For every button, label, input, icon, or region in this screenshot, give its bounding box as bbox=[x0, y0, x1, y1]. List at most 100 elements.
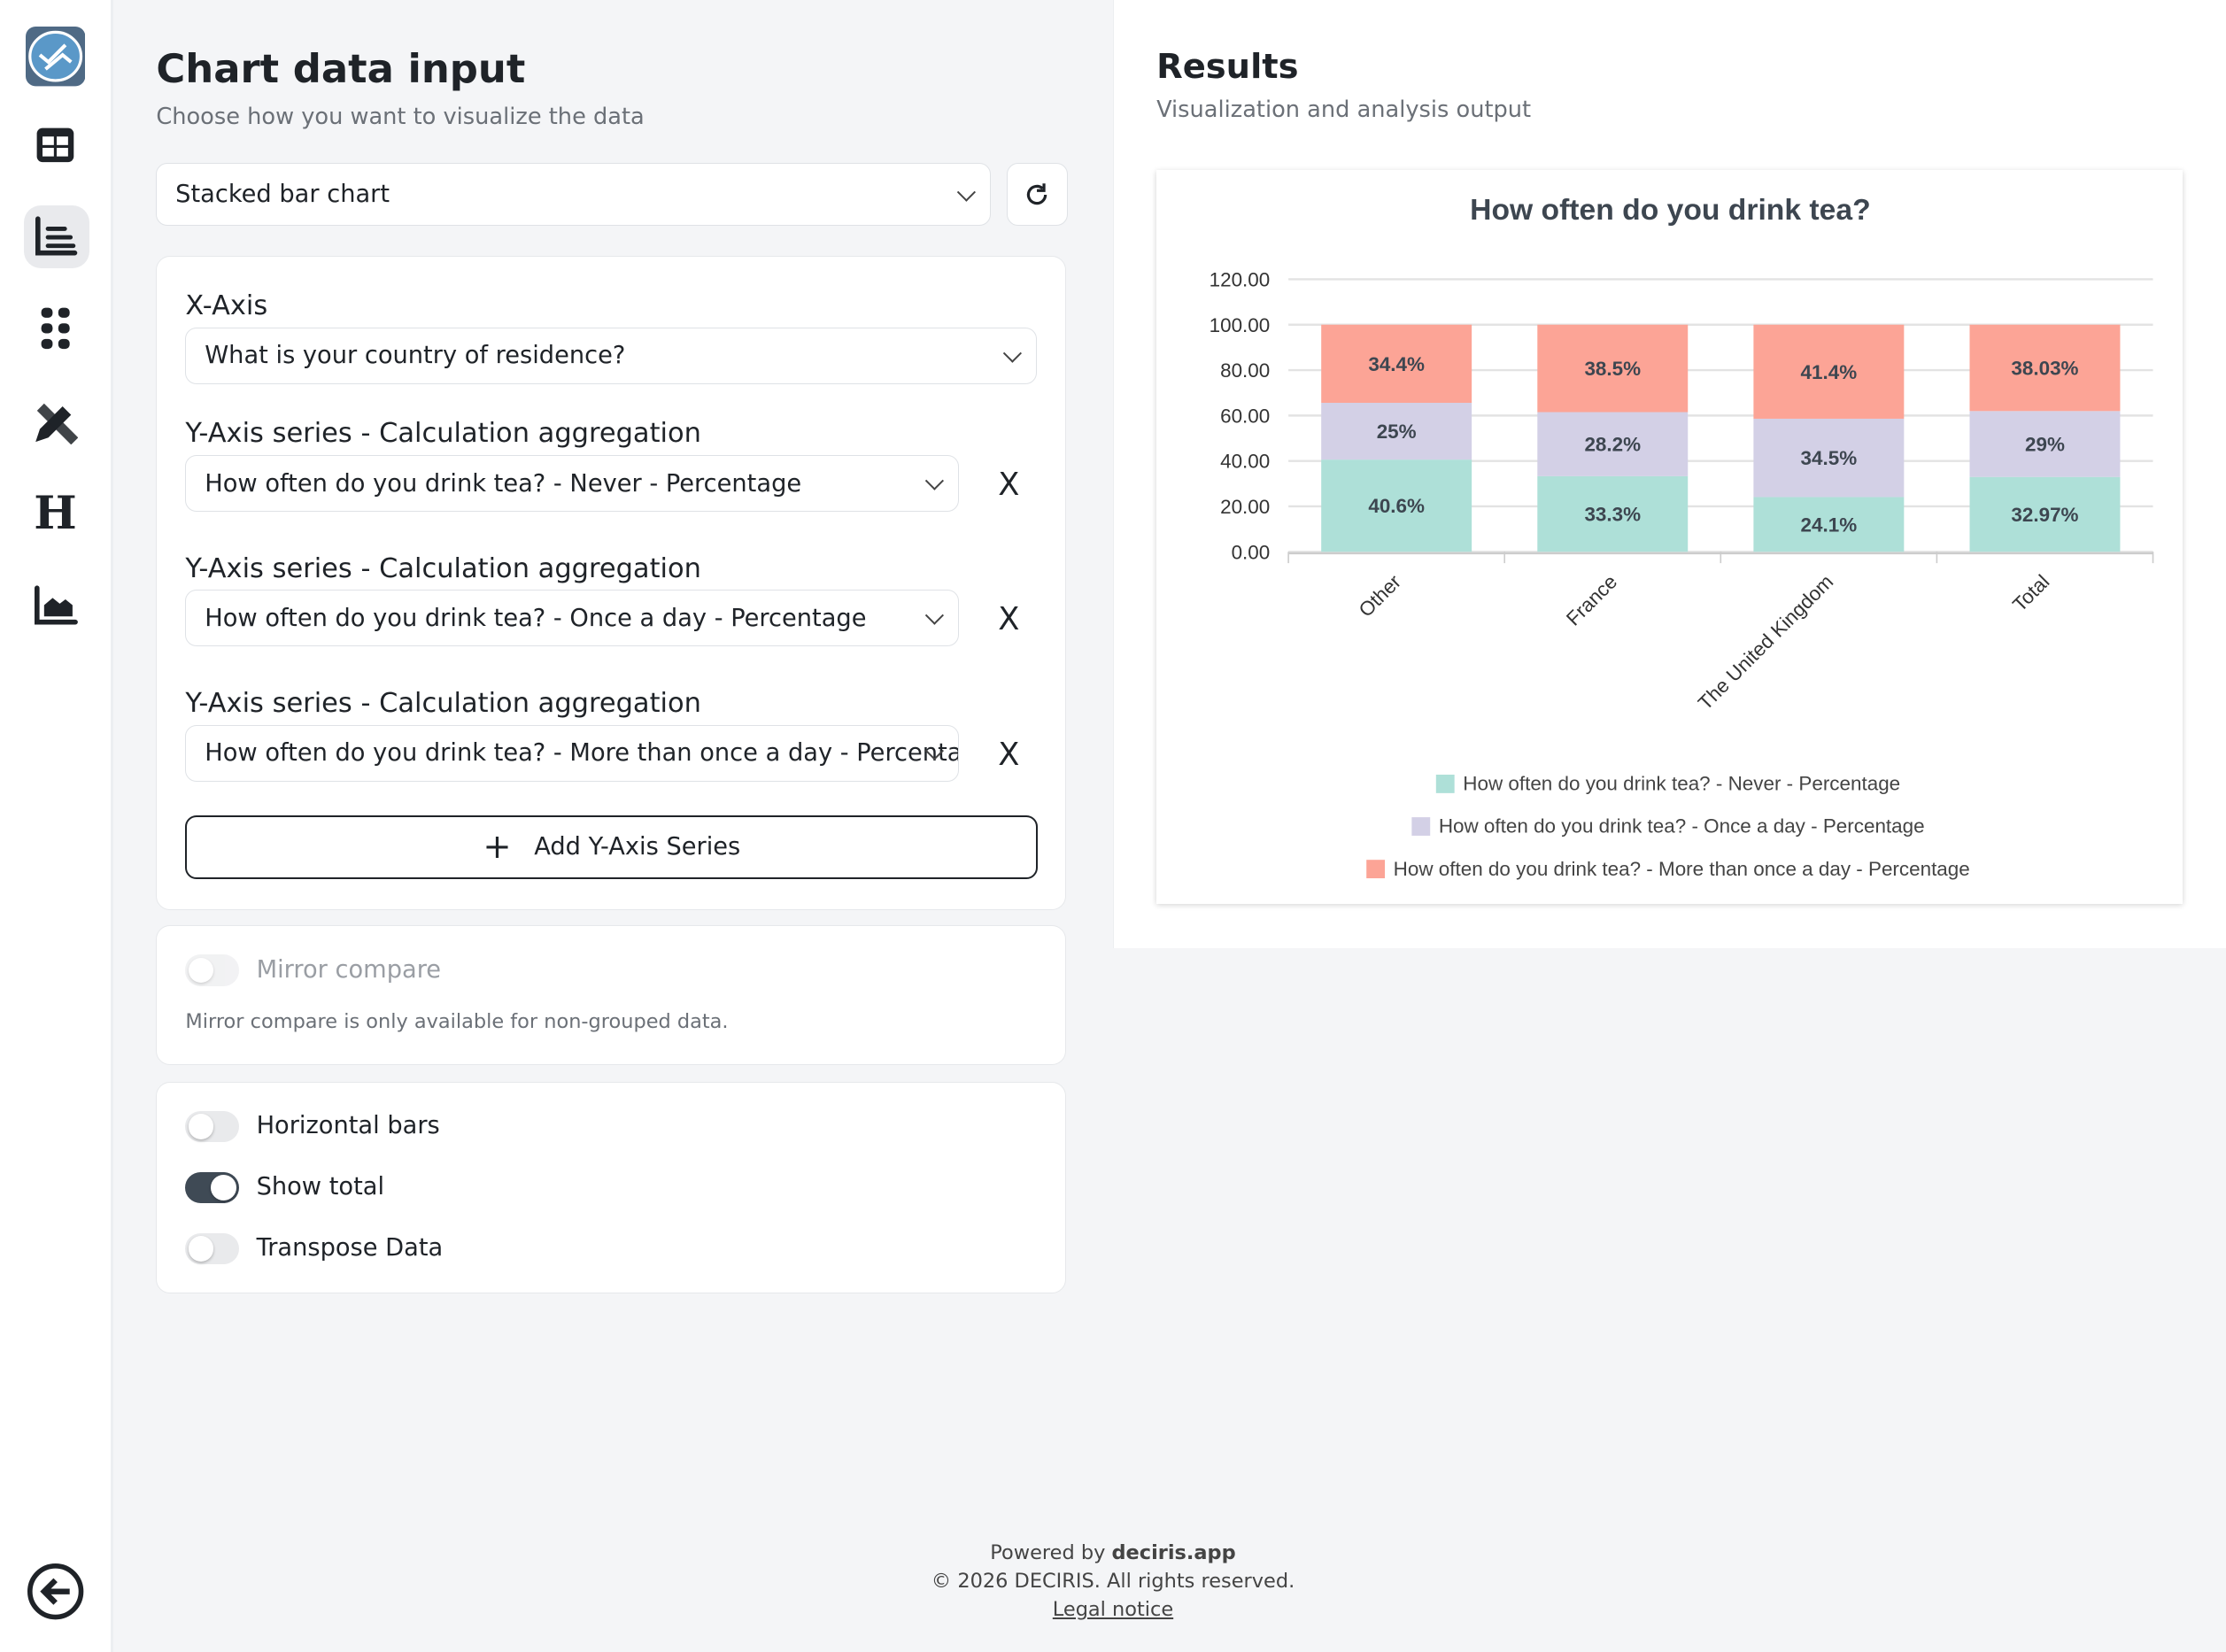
transpose-data-toggle[interactable] bbox=[185, 1232, 240, 1264]
powered-by: Powered by bbox=[990, 1540, 1112, 1564]
remove-series-button[interactable]: X bbox=[998, 601, 1020, 638]
bar-segment bbox=[1753, 497, 1905, 552]
y-tick-label: 120.00 bbox=[1210, 269, 1271, 291]
mirror-note: Mirror compare is only available for non… bbox=[185, 1009, 729, 1033]
data-label: 40.6% bbox=[1368, 496, 1425, 518]
legend-label: How often do you drink tea? - More than … bbox=[1394, 858, 1970, 880]
options-card: Horizontal bars Show total Transpose Dat… bbox=[156, 1081, 1067, 1293]
transpose-data-label: Transpose Data bbox=[256, 1234, 444, 1262]
area-chart-icon[interactable] bbox=[24, 575, 87, 637]
remove-series-button[interactable]: X bbox=[998, 466, 1020, 503]
mirror-compare-label: Mirror compare bbox=[256, 956, 442, 984]
y-series-label: Y-Axis series - Calculation aggregation bbox=[185, 552, 701, 584]
results-title: Results bbox=[1156, 46, 1299, 87]
bar-segment bbox=[1321, 325, 1472, 404]
remove-series-button[interactable]: X bbox=[998, 736, 1020, 773]
y-tick-label: 60.00 bbox=[1220, 405, 1270, 428]
data-label: 24.1% bbox=[1801, 514, 1858, 537]
copyright: © 2026 DECIRIS. All rights reserved. bbox=[931, 1570, 1295, 1594]
y-series-value: How often do you drink tea? - Once a day… bbox=[205, 604, 867, 632]
legend-label: How often do you drink tea? - Never - Pe… bbox=[1463, 773, 1900, 795]
data-label: 33.3% bbox=[1585, 504, 1642, 526]
plus-icon: + bbox=[483, 827, 512, 868]
y-tick-label: 20.00 bbox=[1220, 496, 1270, 518]
stacked-bar-chart: How often do you drink tea? 0.00 20.00 40.0… bbox=[1210, 195, 2154, 880]
bar-segment bbox=[1537, 476, 1689, 552]
data-label: 32.97% bbox=[2011, 504, 2078, 526]
mirror-compare-toggle[interactable] bbox=[185, 954, 240, 986]
page-title: Chart data input bbox=[156, 45, 526, 93]
legend-swatch bbox=[1411, 817, 1431, 837]
x-tick-label: Total bbox=[2008, 571, 2053, 616]
bar-segment bbox=[1321, 403, 1472, 460]
bar-segment bbox=[1969, 477, 2121, 552]
bar-segment bbox=[1321, 459, 1472, 552]
y-series-select[interactable]: How often do you drink tea? - More than … bbox=[185, 724, 960, 782]
legend-label: How often do you drink tea? - Once a day… bbox=[1439, 815, 1925, 838]
chevron-down-icon bbox=[925, 471, 945, 490]
y-series-select[interactable]: How often do you drink tea? - Never - Pe… bbox=[185, 455, 960, 513]
add-series-label: Add Y-Axis Series bbox=[534, 833, 741, 861]
bar-segment bbox=[1969, 411, 2121, 478]
table-icon[interactable] bbox=[24, 113, 87, 176]
y-series-label: Y-Axis series - Calculation aggregation bbox=[185, 418, 701, 450]
refresh-button[interactable] bbox=[1006, 163, 1068, 226]
data-label: 38.5% bbox=[1585, 359, 1642, 381]
axes-card: X-Axis What is your country of residence… bbox=[156, 255, 1067, 911]
x-axis-select[interactable]: What is your country of residence? bbox=[185, 327, 1038, 384]
chart-card: How often do you drink tea? 0.00 20.00 40.0… bbox=[1156, 170, 2183, 905]
y-series-select[interactable]: How often do you drink tea? - Once a day… bbox=[185, 590, 960, 647]
show-total-label: Show total bbox=[256, 1173, 385, 1201]
x-axis-value: What is your country of residence? bbox=[205, 342, 626, 370]
mirror-card: Mirror compare Mirror compare is only av… bbox=[156, 925, 1067, 1065]
refresh-icon bbox=[1026, 182, 1047, 205]
y-tick-label: 40.00 bbox=[1220, 451, 1270, 473]
data-label: 28.2% bbox=[1585, 434, 1642, 456]
y-tick-label: 80.00 bbox=[1220, 359, 1270, 382]
footer: Powered by deciris.app © 2026 DECIRIS. A… bbox=[0, 1539, 2226, 1624]
brand-link[interactable]: deciris.app bbox=[1111, 1540, 1236, 1564]
data-label: 25% bbox=[1377, 421, 1417, 443]
chart-input-panel: Chart data input Choose how you want to … bbox=[113, 0, 1111, 1519]
chart-type-select[interactable]: Stacked bar chart bbox=[156, 163, 992, 226]
bar-segment bbox=[1753, 325, 1905, 420]
chevron-down-icon bbox=[956, 182, 976, 202]
legend-swatch bbox=[1435, 775, 1455, 794]
show-total-toggle[interactable] bbox=[185, 1171, 240, 1203]
sidebar: H bbox=[0, 0, 114, 1652]
data-label: 34.4% bbox=[1368, 353, 1425, 375]
chart-title: How often do you drink tea? bbox=[1470, 195, 1870, 228]
logo-icon[interactable] bbox=[24, 26, 87, 89]
data-label: 29% bbox=[2025, 434, 2065, 456]
heading-icon[interactable]: H bbox=[34, 487, 77, 541]
y-tick-label: 100.00 bbox=[1210, 314, 1271, 336]
y-series-value: How often do you drink tea? - More than … bbox=[205, 739, 960, 768]
x-tick-label: France bbox=[1562, 571, 1621, 630]
add-series-button[interactable]: + Add Y-Axis Series bbox=[185, 815, 1039, 879]
results-subtitle: Visualization and analysis output bbox=[1156, 96, 1532, 124]
x-tick-label: The United Kingdom bbox=[1694, 571, 1837, 714]
legal-notice-link[interactable]: Legal notice bbox=[1052, 1598, 1174, 1622]
data-label: 41.4% bbox=[1801, 361, 1858, 383]
bar-list-icon[interactable] bbox=[24, 205, 89, 268]
data-label: 38.03% bbox=[2011, 358, 2078, 380]
bar-segment bbox=[1753, 419, 1905, 498]
x-tick-label: Other bbox=[1355, 570, 1406, 621]
bar-segment bbox=[1537, 412, 1689, 477]
y-series-label: Y-Axis series - Calculation aggregation bbox=[185, 687, 701, 719]
data-label: 34.5% bbox=[1801, 448, 1858, 470]
back-arrow-icon[interactable] bbox=[24, 1560, 87, 1623]
bar-segment bbox=[1969, 325, 2121, 412]
legend-swatch bbox=[1366, 860, 1386, 879]
chevron-down-icon bbox=[925, 606, 945, 625]
horizontal-bars-label: Horizontal bars bbox=[256, 1112, 440, 1140]
x-axis-label: X-Axis bbox=[185, 290, 268, 322]
chevron-down-icon bbox=[1003, 344, 1023, 363]
bar-segment bbox=[1537, 325, 1689, 413]
results-panel: Results Visualization and analysis outpu… bbox=[1112, 0, 2226, 948]
page-subtitle: Choose how you want to visualize the dat… bbox=[156, 104, 645, 131]
horizontal-bars-toggle[interactable] bbox=[185, 1110, 240, 1143]
pencil-ruler-icon[interactable] bbox=[24, 390, 87, 453]
y-series-value: How often do you drink tea? - Never - Pe… bbox=[205, 469, 802, 498]
grid-dots-icon[interactable] bbox=[24, 298, 87, 361]
